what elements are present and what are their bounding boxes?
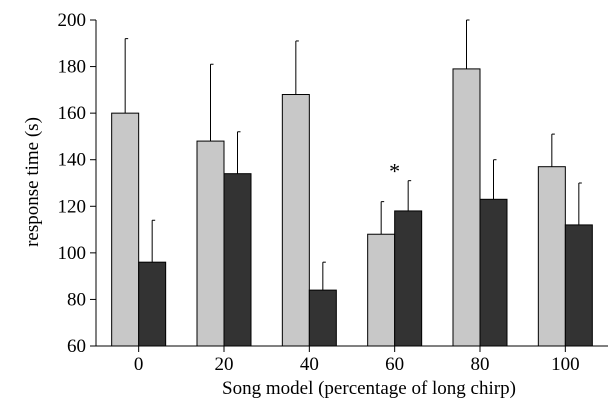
y-axis-label: response time (s) bbox=[22, 117, 43, 247]
bar-40-series-1 bbox=[281, 94, 310, 347]
y-tick-label-60: 60 bbox=[67, 336, 86, 357]
bar-100-series-1 bbox=[537, 166, 566, 347]
bar-20-series-1 bbox=[196, 140, 225, 347]
y-tick-label-140: 140 bbox=[58, 150, 87, 171]
y-tick-label-180: 180 bbox=[58, 57, 87, 78]
y-tick-label-100: 100 bbox=[58, 243, 87, 264]
bar-40-series-2 bbox=[308, 289, 337, 347]
y-tick-label-200: 200 bbox=[58, 10, 87, 31]
y-tick-label-160: 160 bbox=[58, 103, 87, 124]
x-tick-label-40: 40 bbox=[300, 354, 319, 375]
bar-60-series-1 bbox=[367, 233, 396, 347]
bar-100-series-2 bbox=[564, 224, 593, 347]
bar-60-series-2 bbox=[394, 210, 423, 347]
significance-annotation-1: * bbox=[389, 159, 400, 184]
bar-80-series-2 bbox=[479, 198, 508, 347]
y-tick-label-120: 120 bbox=[58, 196, 87, 217]
x-axis-label: Song model (percentage of long chirp) bbox=[222, 378, 516, 399]
bar-0-series-1 bbox=[111, 112, 140, 347]
x-tick-label-100: 100 bbox=[551, 354, 580, 375]
y-tick-label-80: 80 bbox=[67, 289, 86, 310]
bar-20-series-2 bbox=[223, 173, 252, 347]
x-tick-label-0: 0 bbox=[134, 354, 144, 375]
x-tick-label-20: 20 bbox=[215, 354, 234, 375]
x-tick-label-60: 60 bbox=[385, 354, 404, 375]
bar-80-series-1 bbox=[452, 68, 481, 347]
x-tick-label-80: 80 bbox=[471, 354, 490, 375]
bar-0-series-2 bbox=[138, 261, 167, 347]
